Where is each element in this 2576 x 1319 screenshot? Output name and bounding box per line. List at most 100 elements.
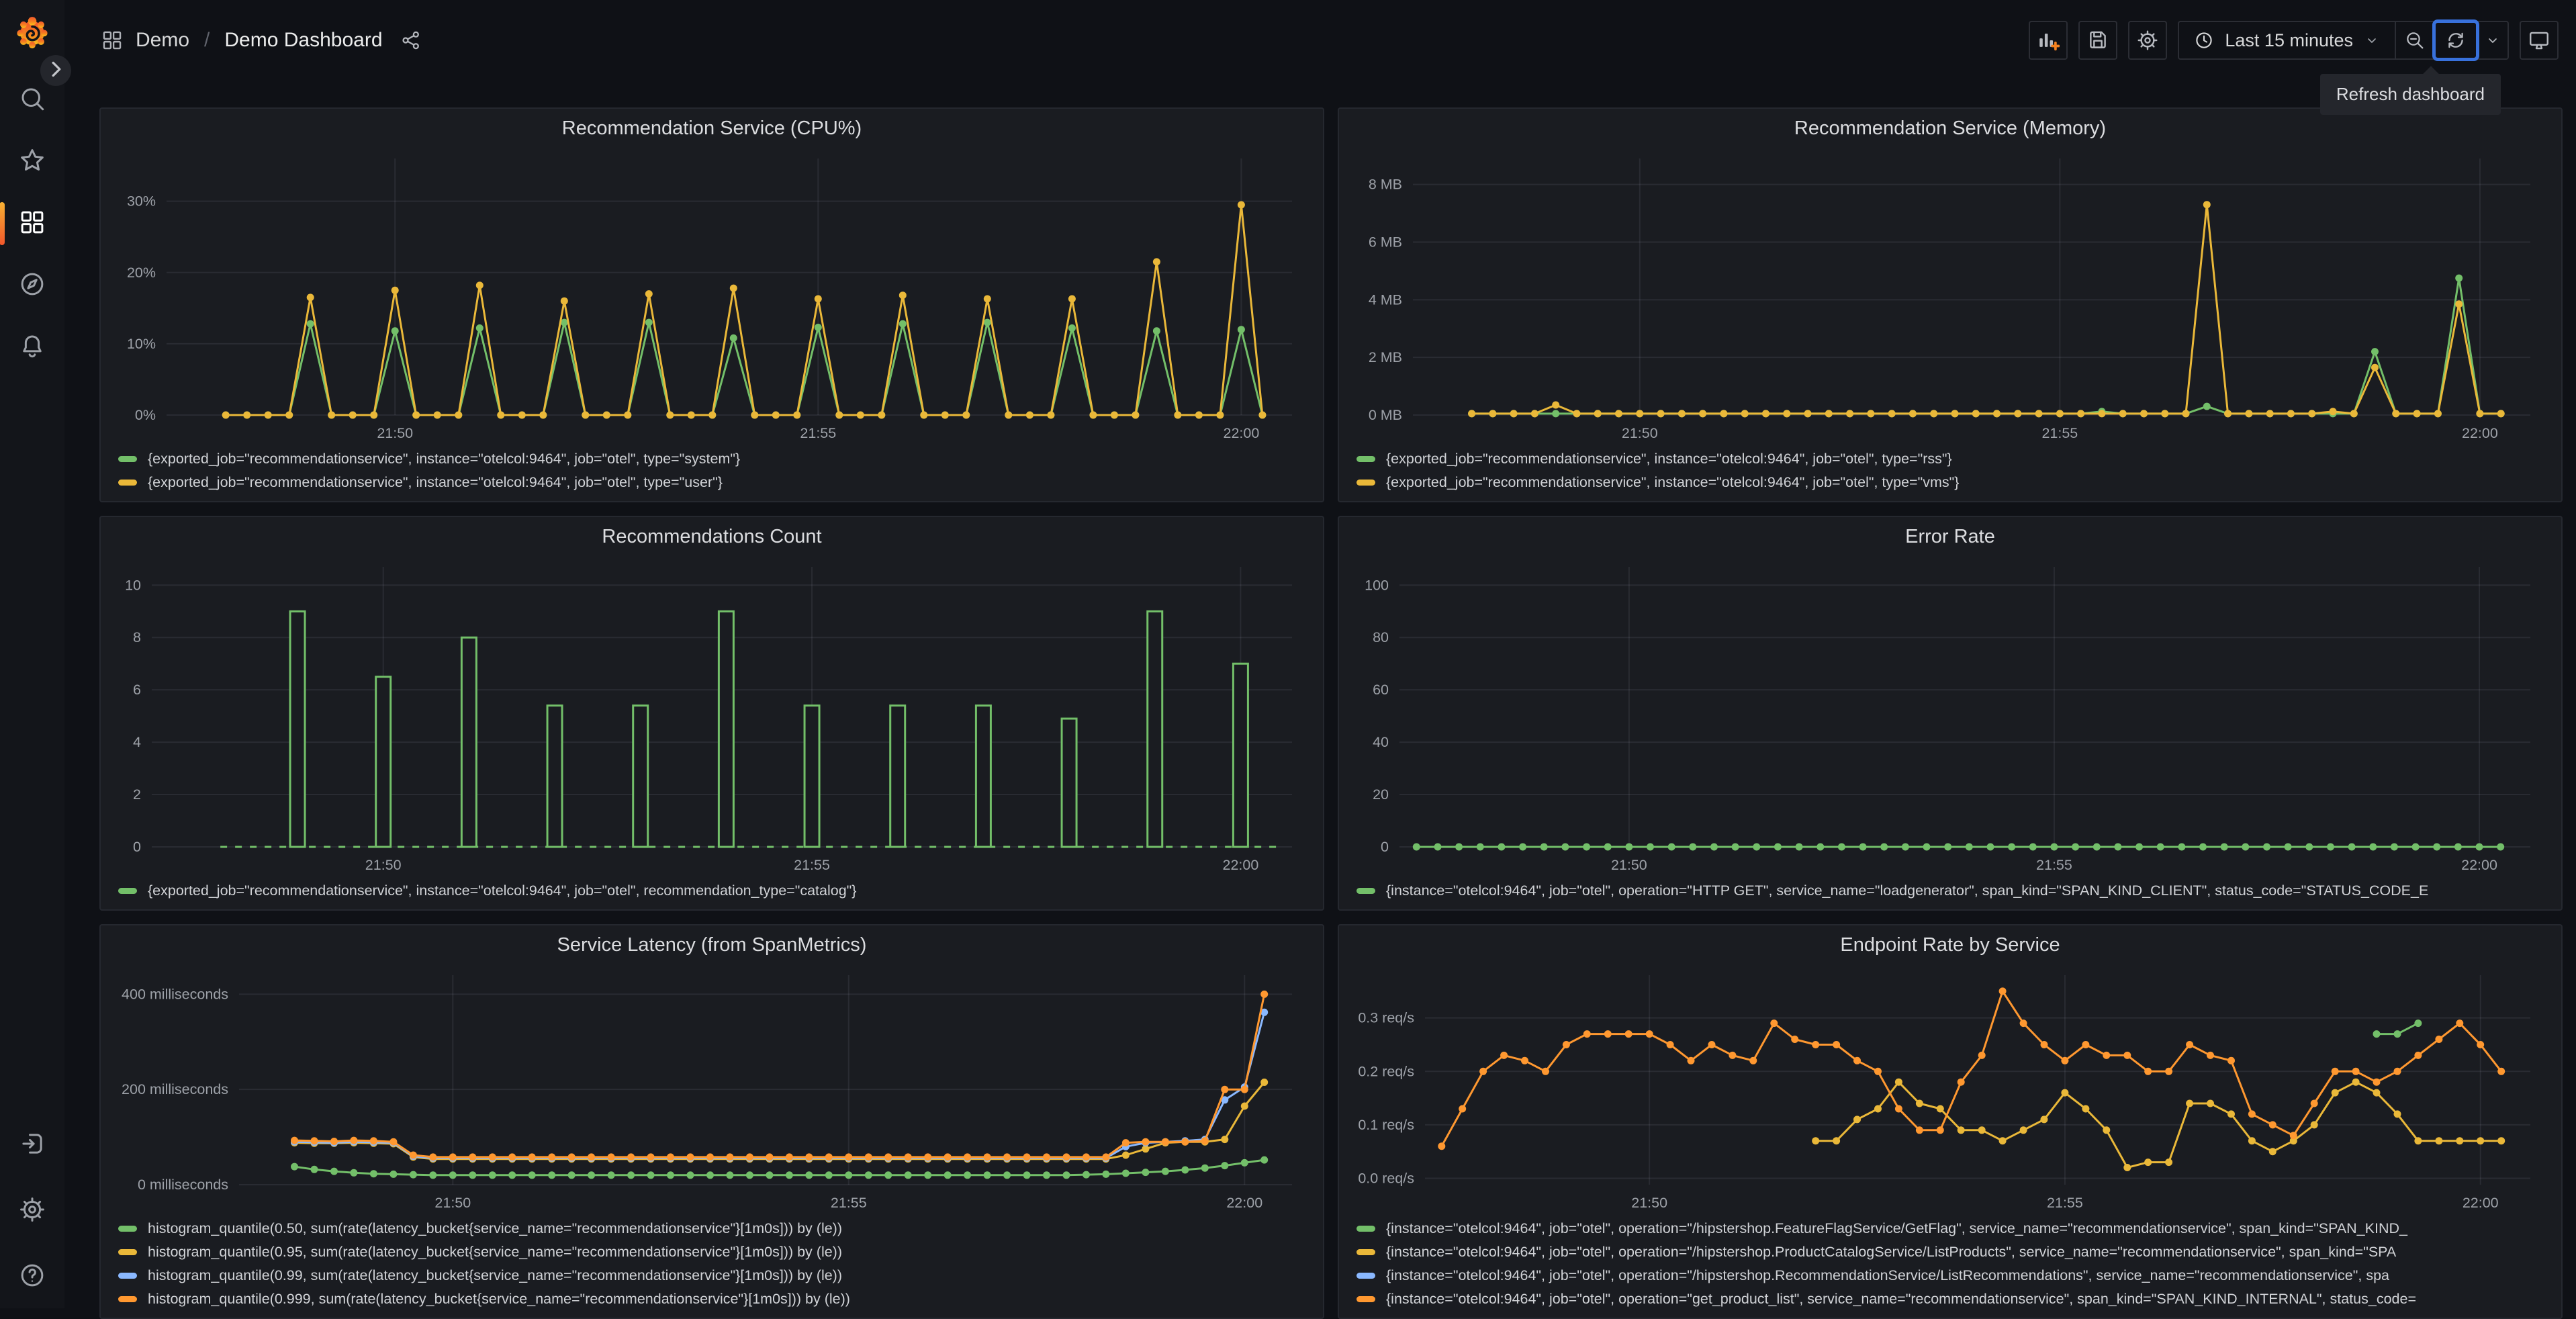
memory-chart[interactable]: 0 MB 2 MB 4 MB 6 MB 8 MB 21:50 21:55 22:00 [1346, 148, 2555, 446]
sidebar-item-sign-in[interactable] [18, 1131, 46, 1159]
endpoint-rate-chart[interactable]: 0.0 req/s 0.1 req/s 0.2 req/s 0.3 req/s 21:5… [1346, 964, 2555, 1216]
sidebar-item-starred[interactable] [18, 148, 46, 176]
panel-endpoint-rate: Endpoint Rate by Service 0.0 req/s 0.1 re… [1338, 924, 2563, 1319]
panel-title[interactable]: Recommendations Count [602, 525, 822, 547]
svg-text:10: 10 [125, 577, 141, 593]
legend-item[interactable]: {instance="otelcol:9464", job="otel", op… [1356, 1287, 2557, 1311]
legend-item[interactable]: {exported_job="recommendationservice", i… [1356, 471, 2557, 494]
gear-icon [18, 1195, 46, 1227]
legend-swatch [1356, 480, 1375, 486]
save-dashboard-button[interactable] [2078, 21, 2118, 60]
legend-item[interactable]: {exported_job="recommendationservice", i… [118, 447, 1319, 471]
panel-error-rate: Error Rate 0 20 40 60 80 100 21:50 21:55 22:00 {… [1338, 516, 2563, 911]
legend-item[interactable]: {instance="otelcol:9464", job="otel", op… [1356, 1264, 2557, 1287]
share-icon[interactable] [400, 30, 422, 51]
legend-item[interactable]: histogram_quantile(0.99, sum(rate(latenc… [118, 1264, 1319, 1287]
zoom-out-button[interactable] [2395, 22, 2434, 58]
legend-label: {exported_job="recommendationservice", i… [1386, 451, 1952, 467]
magnifier-minus-icon [2404, 30, 2426, 51]
legend-item[interactable]: histogram_quantile(0.999, sum(rate(laten… [118, 1287, 1319, 1311]
chart-svg[interactable]: 0 2 4 6 8 10 21:50 21:55 22:00 [107, 556, 1316, 878]
legend-item[interactable]: {instance="otelcol:9464", job="otel", op… [1356, 1217, 2557, 1240]
sidebar-item-dashboards[interactable] [0, 202, 46, 245]
svg-text:0 MB: 0 MB [1369, 407, 1402, 423]
legend-swatch [1356, 456, 1375, 462]
sidebar-item-help[interactable] [18, 1263, 46, 1291]
svg-text:22:00: 22:00 [1226, 1195, 1262, 1211]
error-rate-chart[interactable]: 0 20 40 60 80 100 21:50 21:55 22:00 [1346, 556, 2555, 878]
svg-text:6 MB: 6 MB [1369, 234, 1402, 250]
dashboard-settings-button[interactable] [2128, 21, 2168, 60]
svg-text:21:50: 21:50 [365, 857, 402, 873]
grafana-logo[interactable] [13, 13, 51, 51]
svg-text:0.1 req/s: 0.1 req/s [1358, 1117, 1414, 1133]
cpu-chart[interactable]: 0% 10% 20% 30% 21:50 21:55 22:00 [107, 148, 1316, 446]
sidebar-expand-button[interactable] [40, 55, 71, 86]
panel-recommendations-count: Recommendations Count 0 2 4 6 8 10 21:50 21:55 2… [99, 516, 1324, 911]
latency-chart[interactable]: 0 milliseconds 200 milliseconds 400 millis… [107, 964, 1316, 1216]
sidebar-item-alerting[interactable] [18, 333, 46, 361]
breadcrumb-separator: / [204, 29, 210, 51]
panel-recommendation-cpu: Recommendation Service (CPU%) 0% 10% 20% 30… [99, 107, 1324, 502]
add-panel-button[interactable] [2029, 21, 2068, 60]
legend-swatch [1356, 1296, 1375, 1302]
panel-title[interactable]: Error Rate [1905, 525, 1995, 547]
toolbar: Last 15 minutes [2029, 19, 2559, 61]
svg-text:21:50: 21:50 [377, 425, 413, 441]
svg-text:21:55: 21:55 [2047, 1195, 2083, 1211]
chevron-down-icon [2485, 32, 2501, 48]
legend-item[interactable]: {instance="otelcol:9464", job="otel", op… [1356, 879, 2557, 903]
breadcrumb-section[interactable]: Demo [136, 29, 190, 51]
legend-swatch [118, 1249, 137, 1255]
legend-item[interactable]: {exported_job="recommendationservice", i… [118, 879, 1319, 903]
legend-item[interactable]: {instance="otelcol:9464", job="otel", op… [1356, 1240, 2557, 1264]
legend-label: histogram_quantile(0.95, sum(rate(latenc… [148, 1244, 842, 1260]
svg-text:21:55: 21:55 [2041, 425, 2078, 441]
chart-svg[interactable]: 0 20 40 60 80 100 21:50 21:55 22:00 [1346, 556, 2555, 878]
panel-title[interactable]: Recommendation Service (Memory) [1794, 117, 2107, 139]
legend-swatch [1356, 1249, 1375, 1255]
legend-label: {exported_job="recommendationservice", i… [1386, 474, 1960, 490]
legend-item[interactable]: {exported_job="recommendationservice", i… [1356, 447, 2557, 471]
chart-svg[interactable]: 0.0 req/s 0.1 req/s 0.2 req/s 0.3 req/s 21:5… [1346, 964, 2555, 1216]
svg-text:21:55: 21:55 [831, 1195, 867, 1211]
refresh-interval-button[interactable] [2477, 22, 2508, 58]
svg-text:0.2 req/s: 0.2 req/s [1358, 1063, 1414, 1079]
svg-text:0%: 0% [135, 407, 156, 423]
svg-text:22:00: 22:00 [1222, 857, 1258, 873]
legend-swatch [118, 456, 137, 462]
sidebar-item-settings[interactable] [18, 1197, 46, 1225]
panel-title[interactable]: Endpoint Rate by Service [1840, 934, 2060, 956]
breadcrumb-title[interactable]: Demo Dashboard [224, 29, 383, 51]
legend-label: histogram_quantile(0.50, sum(rate(latenc… [148, 1220, 842, 1236]
kiosk-mode-button[interactable] [2520, 21, 2559, 60]
legend-swatch [118, 1296, 137, 1302]
legend-item[interactable]: histogram_quantile(0.50, sum(rate(latenc… [118, 1217, 1319, 1240]
legend: {exported_job="recommendationservice", i… [101, 878, 1323, 909]
svg-text:22:00: 22:00 [2462, 425, 2498, 441]
sidebar-item-search[interactable] [18, 86, 46, 114]
chart-svg[interactable]: 0% 10% 20% 30% 21:50 21:55 22:00 [107, 148, 1316, 446]
sidebar-nav [0, 86, 46, 361]
legend-item[interactable]: {exported_job="recommendationservice", i… [118, 471, 1319, 494]
svg-text:40: 40 [1373, 734, 1389, 750]
chart-svg[interactable]: 0 MB 2 MB 4 MB 6 MB 8 MB 21:50 21:55 22:00 [1346, 148, 2555, 446]
time-range-picker[interactable]: Last 15 minutes [2179, 22, 2395, 58]
legend-item[interactable]: histogram_quantile(0.95, sum(rate(latenc… [118, 1240, 1319, 1264]
panel-title[interactable]: Service Latency (from SpanMetrics) [557, 934, 867, 956]
legend-swatch [1356, 888, 1375, 894]
svg-text:22:00: 22:00 [2463, 1195, 2499, 1211]
legend: {instance="otelcol:9464", job="otel", op… [1339, 1216, 2561, 1318]
svg-text:200 milliseconds: 200 milliseconds [122, 1081, 228, 1097]
legend-swatch [118, 1226, 137, 1232]
refresh-button[interactable] [2432, 19, 2479, 61]
time-range-label: Last 15 minutes [2225, 30, 2353, 50]
panel-title[interactable]: Recommendation Service (CPU%) [561, 117, 862, 139]
svg-text:2 MB: 2 MB [1369, 349, 1402, 365]
count-chart[interactable]: 0 2 4 6 8 10 21:50 21:55 22:00 [107, 556, 1316, 878]
chart-svg[interactable]: 0 milliseconds 200 milliseconds 400 millis… [107, 964, 1316, 1216]
legend-swatch [1356, 1226, 1375, 1232]
svg-text:4 MB: 4 MB [1369, 291, 1402, 308]
sidebar-item-explore[interactable] [18, 271, 46, 300]
svg-text:0.0 req/s: 0.0 req/s [1358, 1170, 1414, 1186]
